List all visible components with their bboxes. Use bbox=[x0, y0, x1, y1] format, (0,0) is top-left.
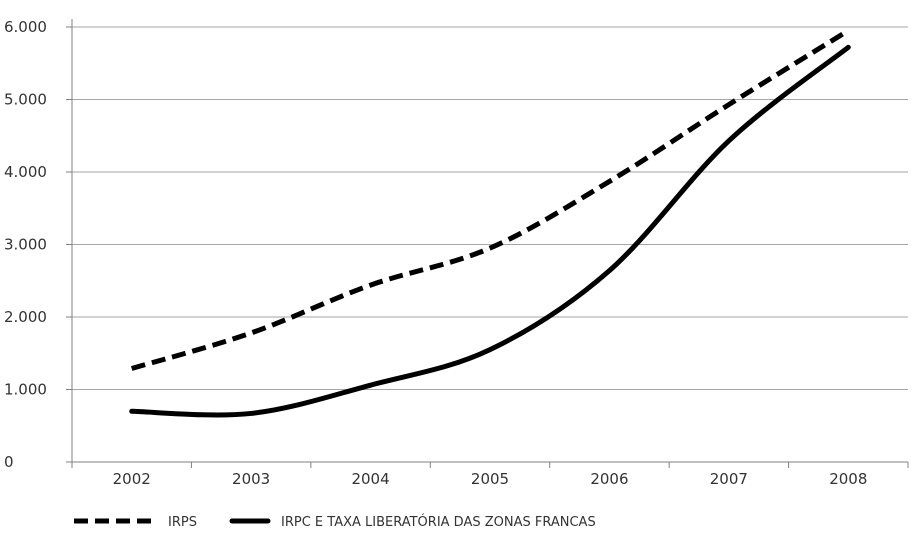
x-tick-label: 2005 bbox=[471, 470, 509, 488]
x-tick-label: 2002 bbox=[113, 470, 151, 488]
series-line-1 bbox=[130, 28, 850, 371]
axes bbox=[71, 19, 908, 463]
y-tick-label: 2.000 bbox=[4, 308, 47, 326]
legend-label: IRPS bbox=[168, 515, 197, 530]
x-tick-label: 2003 bbox=[232, 470, 270, 488]
series-lines bbox=[129, 28, 851, 418]
x-tick-label: 2008 bbox=[829, 470, 867, 488]
y-tick-label: 6.000 bbox=[4, 18, 47, 36]
legend-item: IRPS bbox=[74, 515, 197, 530]
x-tick-label: 2004 bbox=[351, 470, 389, 488]
y-tick-label: 4.000 bbox=[4, 163, 47, 181]
y-tick-label: 3.000 bbox=[4, 236, 47, 254]
y-tick-label: 1.000 bbox=[4, 381, 47, 399]
x-tick-label: 2007 bbox=[710, 470, 748, 488]
y-tick-label: 5.000 bbox=[4, 91, 47, 109]
gridlines bbox=[72, 26, 908, 390]
y-tick-label: 0 bbox=[4, 453, 14, 471]
y-axis-ticks: 0 1.000 2.000 3.000 4.000 5.000 6.000 bbox=[4, 18, 72, 471]
legend-item: IRPC E TAXA LIBERATÓRIA DAS ZONAS FRANCA… bbox=[229, 514, 596, 530]
legend-label: IRPC E TAXA LIBERATÓRIA DAS ZONAS FRANCA… bbox=[281, 514, 596, 530]
x-tick-label: 2006 bbox=[590, 470, 628, 488]
series-line-2 bbox=[129, 44, 851, 418]
legend: IRPS IRPC E TAXA LIBERATÓRIA DAS ZONAS FR… bbox=[74, 514, 596, 530]
x-axis-ticks: 2002 2003 2004 2005 2006 2007 2008 bbox=[71, 462, 909, 488]
